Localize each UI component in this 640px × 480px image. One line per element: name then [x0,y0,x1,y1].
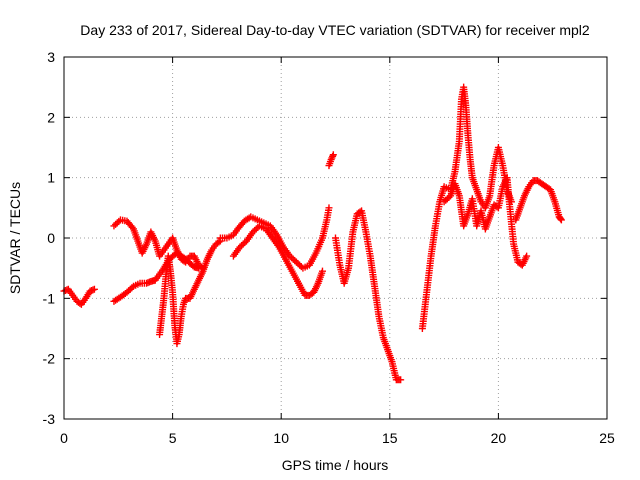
x-tick-label: 20 [491,430,507,446]
data-point [325,204,333,212]
x-tick-label: 10 [273,430,289,446]
series-F [216,204,333,272]
data-point [327,156,335,164]
series-J [440,174,531,269]
x-axis-ticks: 0 5 10 15 20 25 [60,57,615,446]
x-tick-label: 15 [382,430,398,446]
data-point [329,152,337,160]
data-point [329,151,337,159]
y-axis-ticks: -3 -2 -1 0 1 2 3 [43,49,607,427]
data-point [318,267,326,275]
y-tick-label: 0 [47,230,55,246]
data-point [397,376,405,384]
data-point [215,238,223,246]
series-D [156,237,224,348]
data-point [557,216,565,224]
series-A [60,285,98,308]
y-tick-label: -1 [43,290,56,306]
grid-lines [64,57,607,419]
series-H [332,207,405,384]
data-point [90,285,98,293]
data-point [128,223,136,231]
data-point [128,284,136,292]
series-I [418,83,515,332]
series-C [110,216,207,272]
x-tick-label: 25 [599,430,615,446]
x-tick-label: 5 [169,430,177,446]
data-point [523,252,531,260]
series-G [325,151,337,170]
series-K [512,177,565,224]
series-E [229,222,326,299]
y-tick-label: -2 [43,351,56,367]
y-tick-label: -3 [43,411,56,427]
y-tick-label: 3 [47,49,55,65]
y-tick-label: 2 [47,109,55,125]
data-point [445,193,453,201]
data-point [328,154,336,162]
y-tick-label: 1 [47,170,55,186]
data-point [115,217,123,225]
y-axis-label: SDTVAR / TECUs [7,182,23,294]
x-axis-label: GPS time / hours [282,457,389,473]
data-point [557,215,565,223]
data-points [60,83,565,384]
x-tick-label: 0 [60,430,68,446]
chart-title: Day 233 of 2017, Sidereal Day-to-day VTE… [80,22,590,38]
